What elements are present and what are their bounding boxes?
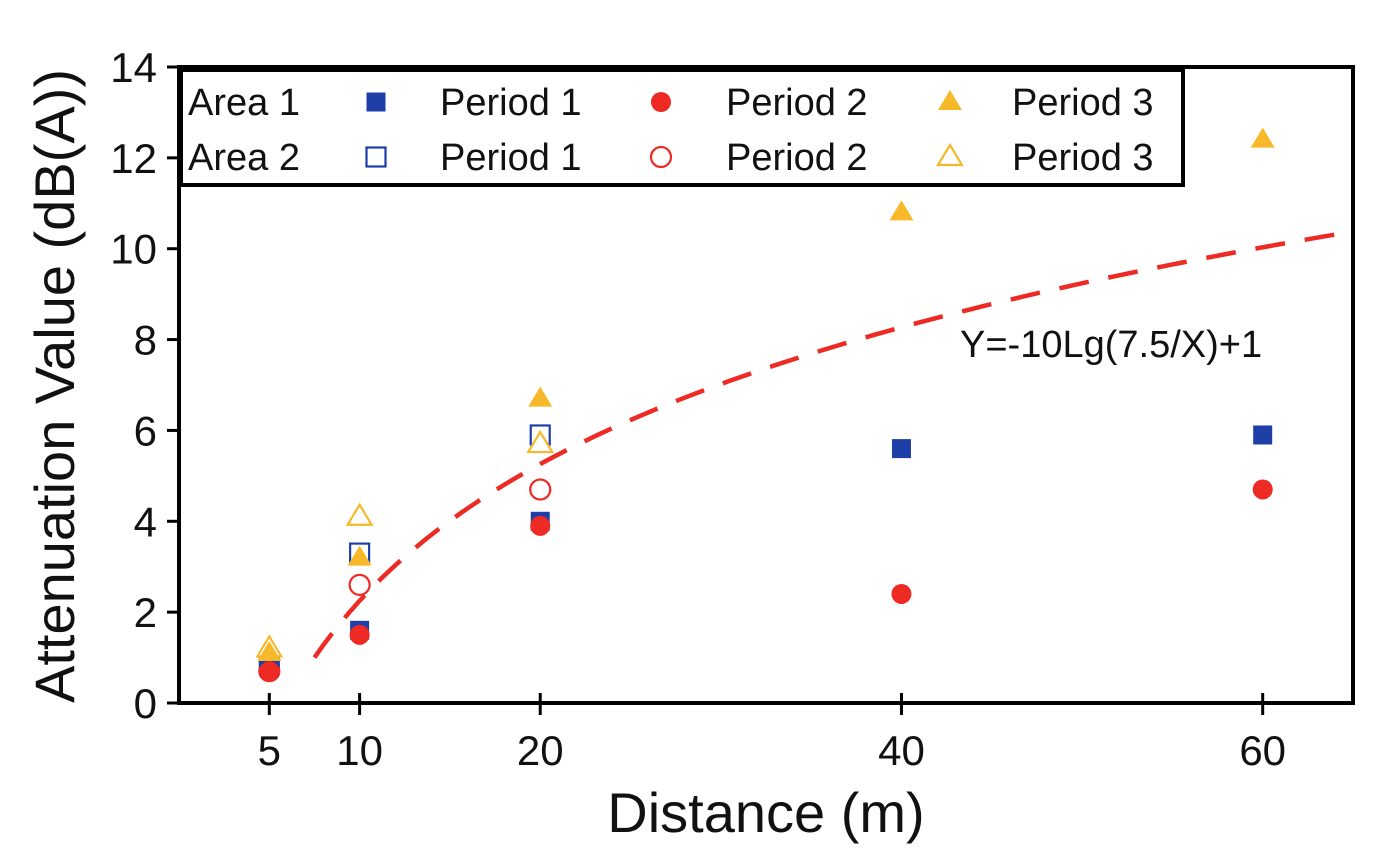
- axis-layer: 0 2 4 6 8 10 12 14 5 10 20 40 60: [110, 44, 1355, 774]
- x-tick-label: 20: [517, 727, 564, 774]
- fit-curve: [312, 229, 1353, 659]
- data-point-area1-square-4: [1253, 425, 1273, 445]
- legend-marker-square: [366, 92, 386, 112]
- data-point-area1-circle-2: [530, 515, 551, 536]
- legend-marker-circle: [649, 145, 673, 169]
- y-tick-label: 10: [110, 226, 157, 273]
- legend-period-label: Period 1: [440, 137, 582, 179]
- x-tick-label: 5: [258, 727, 281, 774]
- data-point-area1-circle-3: [891, 583, 912, 604]
- legend: Area 1 Period 1 Period 2 Period 3 Area 2 Peri…: [179, 68, 1185, 187]
- y-axis-title: Attenuation Value (dB(A)): [23, 69, 86, 703]
- legend-period-label: Period 3: [1012, 82, 1154, 124]
- data-point-area2-triangle-1: [345, 502, 374, 526]
- data-point-area1-circle-1: [349, 624, 370, 645]
- plot-frame: [177, 65, 1355, 705]
- legend-marker-triangle: [938, 90, 962, 110]
- x-tick-label: 10: [336, 727, 383, 774]
- data-point-area1-triangle-4: [1250, 127, 1275, 148]
- data-point-area1-circle-0: [259, 661, 280, 682]
- data-point-area1-triangle-3: [889, 200, 914, 221]
- fit-equation-annotation: Y=-10Lg(7.5/X)+1: [960, 324, 1262, 366]
- data-point-area2-triangle-2: [526, 429, 555, 454]
- data-point-area1-triangle-0: [257, 641, 282, 662]
- legend-period-label: Period 2: [726, 82, 868, 124]
- y-tick-label: 12: [110, 135, 157, 182]
- data-point-area1-circle-4: [1252, 479, 1273, 500]
- data-point-area2-circle-2: [529, 478, 552, 501]
- legend-period-label: Period 1: [440, 82, 582, 124]
- legend-marker-triangle: [936, 142, 964, 167]
- legend-marker-circle: [651, 92, 671, 112]
- y-tick-label: 2: [134, 589, 157, 636]
- plot-layer: [255, 127, 1353, 683]
- x-tick-label: 60: [1239, 727, 1286, 774]
- legend-marker-square: [365, 146, 387, 168]
- y-tick-label: 4: [134, 498, 157, 545]
- legend-period-label: Period 2: [726, 137, 868, 179]
- data-point-area1-triangle-1: [347, 545, 372, 566]
- data-point-area1-square-3: [891, 439, 911, 459]
- data-point-area1-triangle-2: [528, 386, 553, 407]
- x-axis-title: Distance (m): [607, 781, 924, 844]
- y-tick-label: 6: [134, 407, 157, 454]
- legend-area-label: Area 2: [188, 137, 300, 179]
- legend-box: [179, 68, 1185, 187]
- x-tick-label: 40: [878, 727, 925, 774]
- y-tick-label: 14: [110, 44, 157, 91]
- legend-period-label: Period 3: [1012, 137, 1154, 179]
- y-tick-label: 8: [134, 317, 157, 364]
- data-point-area2-circle-1: [348, 573, 371, 596]
- y-tick-label: 0: [134, 680, 157, 727]
- legend-area-label: Area 1: [188, 82, 300, 124]
